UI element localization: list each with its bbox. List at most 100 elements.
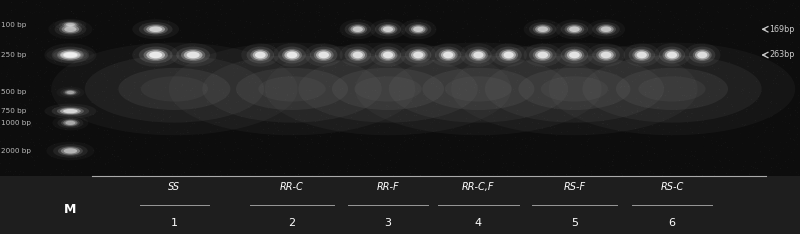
Ellipse shape [355, 43, 602, 135]
Text: 250 bp: 250 bp [1, 52, 26, 58]
Text: RS-C: RS-C [660, 182, 684, 192]
Ellipse shape [236, 68, 348, 110]
Ellipse shape [242, 43, 279, 67]
Text: M: M [64, 203, 77, 216]
Ellipse shape [565, 24, 584, 34]
Ellipse shape [57, 49, 84, 61]
Ellipse shape [566, 50, 582, 60]
Ellipse shape [413, 26, 423, 32]
Ellipse shape [265, 43, 511, 135]
Ellipse shape [350, 25, 365, 33]
Ellipse shape [533, 24, 553, 34]
Ellipse shape [469, 49, 488, 61]
Ellipse shape [378, 49, 398, 61]
Ellipse shape [502, 50, 516, 60]
Ellipse shape [375, 47, 401, 63]
Ellipse shape [665, 50, 679, 60]
Ellipse shape [64, 53, 77, 57]
Ellipse shape [143, 49, 168, 61]
Ellipse shape [518, 68, 630, 110]
Text: RR-C: RR-C [280, 182, 304, 192]
Ellipse shape [638, 76, 706, 102]
Ellipse shape [62, 25, 79, 33]
Ellipse shape [258, 76, 326, 102]
Ellipse shape [435, 47, 462, 63]
Ellipse shape [58, 117, 83, 128]
Text: 6: 6 [669, 219, 675, 228]
Ellipse shape [149, 26, 162, 32]
Ellipse shape [634, 50, 649, 60]
Ellipse shape [697, 52, 707, 58]
Text: 3: 3 [385, 219, 391, 228]
Ellipse shape [65, 90, 76, 95]
Ellipse shape [332, 68, 444, 110]
Ellipse shape [569, 26, 580, 32]
Ellipse shape [353, 26, 363, 32]
Ellipse shape [85, 55, 264, 123]
Ellipse shape [422, 68, 534, 110]
Ellipse shape [348, 49, 367, 61]
Ellipse shape [310, 47, 338, 63]
Ellipse shape [184, 50, 202, 60]
Ellipse shape [318, 52, 329, 58]
Ellipse shape [378, 24, 398, 34]
Ellipse shape [51, 43, 298, 135]
Ellipse shape [565, 49, 584, 61]
Ellipse shape [345, 47, 371, 63]
Ellipse shape [555, 43, 594, 67]
Ellipse shape [58, 51, 83, 59]
Ellipse shape [53, 144, 88, 158]
Ellipse shape [601, 52, 611, 58]
Ellipse shape [61, 147, 80, 155]
Ellipse shape [375, 22, 401, 37]
Ellipse shape [381, 50, 395, 60]
Ellipse shape [202, 55, 382, 123]
Ellipse shape [57, 107, 84, 115]
Ellipse shape [667, 52, 677, 58]
Ellipse shape [490, 43, 527, 67]
Ellipse shape [659, 47, 685, 63]
Ellipse shape [170, 43, 217, 67]
Ellipse shape [169, 43, 415, 135]
Ellipse shape [474, 52, 483, 58]
Ellipse shape [286, 52, 298, 58]
Text: 169bp: 169bp [770, 25, 795, 34]
Ellipse shape [541, 76, 608, 102]
Ellipse shape [695, 50, 710, 60]
Ellipse shape [451, 43, 698, 135]
Ellipse shape [693, 49, 712, 61]
Ellipse shape [62, 22, 78, 28]
Ellipse shape [592, 22, 620, 37]
Ellipse shape [411, 50, 426, 60]
Ellipse shape [629, 47, 655, 63]
Ellipse shape [132, 43, 179, 67]
Ellipse shape [181, 49, 206, 61]
Ellipse shape [413, 52, 423, 58]
Ellipse shape [405, 47, 431, 63]
Ellipse shape [409, 49, 428, 61]
Text: 500 bp: 500 bp [1, 89, 26, 95]
Ellipse shape [383, 26, 393, 32]
Ellipse shape [466, 47, 491, 63]
Ellipse shape [566, 25, 582, 33]
Ellipse shape [529, 47, 557, 63]
Ellipse shape [149, 52, 162, 58]
Ellipse shape [616, 68, 728, 110]
Ellipse shape [662, 49, 682, 61]
Ellipse shape [305, 43, 342, 67]
Ellipse shape [348, 24, 367, 34]
Ellipse shape [139, 22, 173, 37]
Ellipse shape [637, 52, 647, 58]
Ellipse shape [141, 76, 208, 102]
Ellipse shape [350, 50, 365, 60]
Ellipse shape [471, 50, 486, 60]
Text: 100 bp: 100 bp [1, 22, 26, 28]
Ellipse shape [411, 25, 426, 33]
Ellipse shape [54, 22, 86, 37]
Ellipse shape [52, 106, 89, 117]
Ellipse shape [146, 50, 165, 60]
Text: 263bp: 263bp [770, 51, 795, 59]
Ellipse shape [561, 47, 588, 63]
Ellipse shape [246, 47, 274, 63]
Ellipse shape [598, 50, 614, 60]
